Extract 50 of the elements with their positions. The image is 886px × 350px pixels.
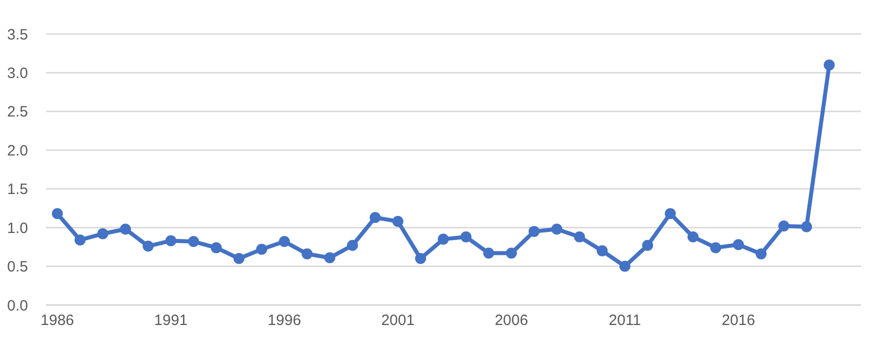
point	[528, 226, 540, 237]
point	[233, 253, 244, 264]
point	[506, 248, 517, 259]
point	[801, 221, 812, 232]
y-tick-label: 1.5	[7, 181, 28, 198]
y-tick-label: 1.0	[7, 220, 28, 237]
point	[483, 248, 494, 259]
point	[688, 231, 699, 242]
point	[74, 234, 86, 246]
point	[710, 242, 722, 254]
y-tick-label: 2.0	[7, 142, 28, 160]
point	[346, 240, 358, 251]
x-tick-label: 1986	[40, 312, 74, 329]
point	[619, 260, 630, 272]
x-tick-label: 2011	[608, 312, 642, 329]
x-tick-label: 2001	[381, 312, 415, 329]
point	[142, 240, 154, 252]
point	[415, 253, 426, 264]
point	[460, 231, 472, 242]
point	[370, 212, 381, 224]
point	[438, 234, 449, 245]
point	[574, 231, 585, 242]
y-tick-label: 0.5	[7, 258, 28, 276]
point	[756, 248, 767, 260]
x-tick-label: 1991	[154, 312, 188, 329]
point	[324, 252, 336, 264]
point	[278, 236, 290, 248]
point	[664, 208, 676, 220]
point	[824, 59, 835, 70]
y-tick-label: 0.0	[7, 297, 28, 314]
y-tick-label: 2.5	[7, 104, 28, 121]
point	[210, 242, 222, 254]
y-tick-label: 3.5	[7, 26, 28, 44]
point	[256, 244, 268, 255]
point	[120, 224, 131, 235]
x-tick-label: 2006	[494, 312, 528, 329]
y-tick-label: 3.0	[7, 64, 28, 82]
point	[596, 245, 608, 256]
point	[778, 220, 790, 232]
point	[165, 235, 176, 246]
point	[188, 236, 200, 248]
point	[97, 228, 108, 240]
point	[392, 216, 404, 227]
point	[551, 224, 562, 235]
point	[302, 248, 313, 260]
x-tick-label: 2016	[722, 312, 756, 329]
point	[732, 239, 744, 250]
point	[52, 208, 63, 220]
x-tick-label: 1996	[268, 312, 302, 329]
point	[642, 240, 654, 251]
